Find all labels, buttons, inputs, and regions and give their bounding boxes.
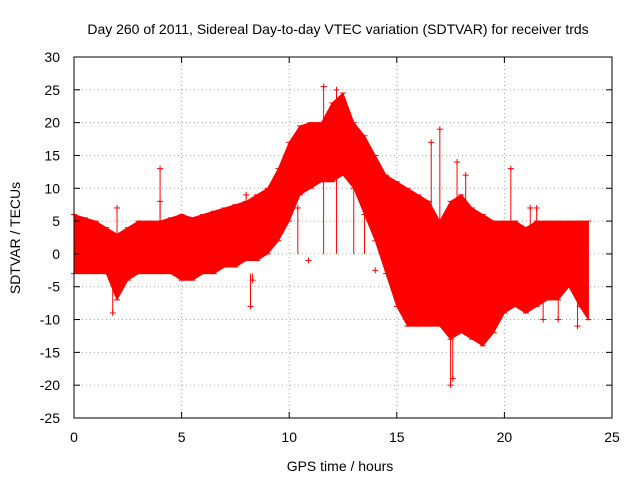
y-tick-label: -10 [40,312,60,328]
data-series [71,83,592,389]
plot-frame [73,56,613,419]
y-tick-label: -5 [48,279,61,295]
y-tick-label: -20 [40,377,60,393]
x-tick-label: 25 [604,429,620,445]
y-tick-label: -15 [40,344,60,360]
y-tick-label: 15 [44,147,60,163]
x-tick-label: 0 [70,429,78,445]
y-tick-label: 25 [44,82,60,98]
y-tick-label: 0 [52,246,60,262]
y-tick-label: 20 [44,115,60,131]
chart-title: Day 260 of 2011, Sidereal Day-to-day VTE… [87,21,588,37]
x-axis-ticks: 0 5 10 15 20 25 [70,57,620,445]
x-axis-title: GPS time / hours [287,458,394,474]
y-tick-label: 30 [44,49,60,65]
y-axis-ticks: -25 -20 -15 -10 -5 0 5 10 15 20 25 30 [40,49,612,426]
x-tick-label: 5 [178,429,186,445]
x-tick-label: 10 [281,429,297,445]
x-tick-label: 20 [497,429,513,445]
y-axis-title: SDTVAR / TECUs [7,182,23,294]
y-tick-label: 10 [44,180,60,196]
y-tick-label: 5 [52,213,60,229]
x-tick-label: 15 [389,429,405,445]
y-tick-label: -25 [40,410,60,426]
